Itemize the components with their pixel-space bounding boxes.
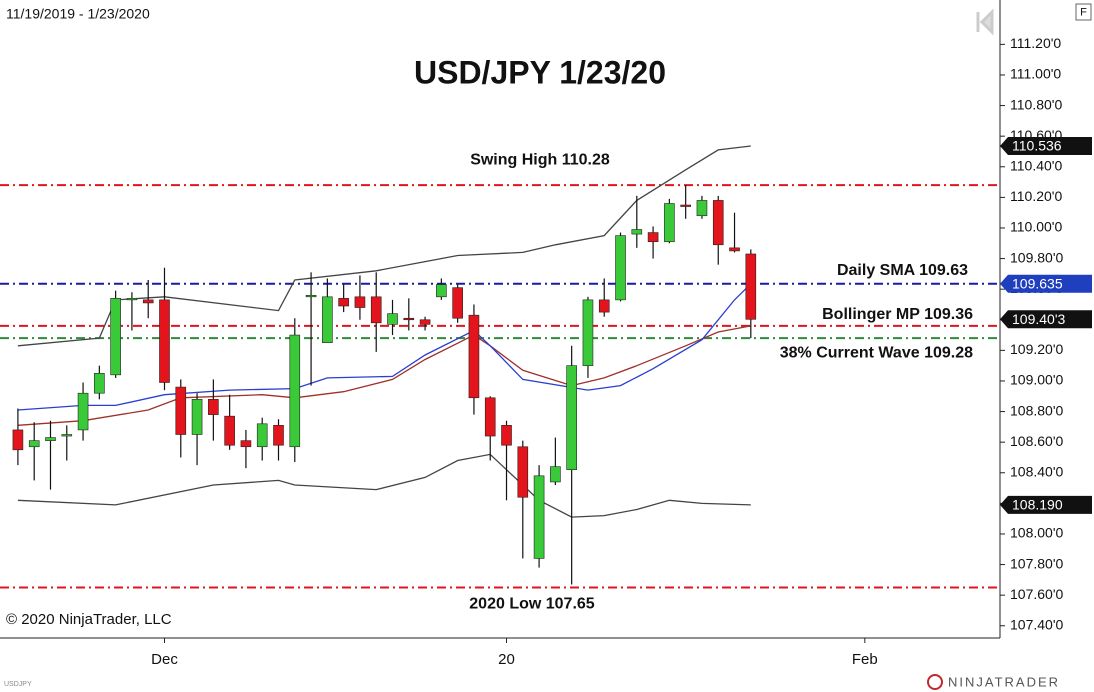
candle-body bbox=[598, 299, 610, 313]
y-tick-label: 107.80'0 bbox=[1010, 555, 1063, 571]
candle-body bbox=[61, 434, 73, 437]
candle-body bbox=[322, 296, 333, 344]
candle-body bbox=[28, 440, 40, 448]
candle-body bbox=[224, 415, 235, 446]
annotation: 2020 Low 107.65 bbox=[469, 596, 595, 613]
candle-body bbox=[745, 253, 757, 320]
candle-body bbox=[452, 287, 463, 319]
scroll-icon[interactable] bbox=[976, 8, 994, 36]
annotation: Daily SMA 109.63 bbox=[837, 262, 968, 279]
candle-body bbox=[729, 247, 740, 252]
candle-body bbox=[647, 232, 659, 243]
candle-body bbox=[208, 399, 219, 415]
candle-body bbox=[240, 440, 252, 448]
price-tag-label: 109.40'3 bbox=[1012, 311, 1065, 327]
candle-body bbox=[387, 313, 398, 325]
candle-body bbox=[566, 365, 577, 471]
price-tag bbox=[1000, 136, 1092, 155]
candle-body bbox=[403, 317, 415, 321]
y-tick-label: 108.60'0 bbox=[1010, 433, 1063, 449]
annotation: Bollinger MP 109.36 bbox=[822, 306, 973, 323]
y-tick-label: 108.80'0 bbox=[1010, 402, 1063, 418]
candle-body bbox=[94, 373, 105, 394]
candle-body bbox=[305, 294, 317, 298]
price-tag bbox=[1000, 274, 1092, 293]
y-tick-label: 111.20'0 bbox=[1010, 35, 1061, 51]
candle-body bbox=[501, 425, 512, 446]
candle-body bbox=[370, 296, 382, 324]
price-tag-label: 110.536 bbox=[1012, 138, 1062, 154]
panel-button-label[interactable]: F bbox=[1080, 6, 1087, 18]
candle-body bbox=[436, 284, 447, 298]
candle-body bbox=[484, 397, 496, 437]
candle-body bbox=[77, 392, 89, 431]
candle-body bbox=[615, 235, 626, 301]
price-tag-label: 109.635 bbox=[1012, 276, 1063, 292]
candle-body bbox=[680, 204, 691, 207]
candle-body bbox=[533, 475, 545, 559]
candle-body bbox=[256, 423, 268, 448]
candle-body bbox=[175, 386, 187, 435]
y-tick-label: 108.00'0 bbox=[1010, 525, 1063, 541]
indicator-line bbox=[17, 325, 751, 426]
annotation: Swing High 110.28 bbox=[470, 151, 610, 168]
y-tick-label: 110.80'0 bbox=[1010, 96, 1062, 112]
logo-icon bbox=[927, 674, 943, 690]
candle-body bbox=[289, 334, 301, 448]
y-tick-label: 110.00'0 bbox=[1010, 219, 1062, 235]
candle-body bbox=[110, 298, 121, 376]
y-tick-label: 111.00'0 bbox=[1010, 66, 1061, 82]
y-tick-label: 110.40'0 bbox=[1010, 157, 1062, 173]
indicator-line bbox=[17, 145, 751, 347]
y-tick-label: 110.20'0 bbox=[1010, 188, 1062, 204]
x-tick-label: Dec bbox=[151, 651, 178, 668]
candle-body bbox=[517, 446, 529, 498]
candle-body bbox=[582, 299, 594, 366]
candle-body bbox=[12, 429, 24, 451]
y-tick-label: 107.40'0 bbox=[1010, 616, 1063, 632]
candle-body bbox=[142, 299, 154, 304]
candle-body bbox=[664, 203, 675, 243]
candle-body bbox=[126, 298, 138, 301]
panel-button[interactable] bbox=[1075, 3, 1092, 21]
candle-body bbox=[419, 319, 431, 325]
candle-body bbox=[45, 437, 56, 441]
y-tick-label: 107.60'0 bbox=[1010, 586, 1063, 602]
logo: NINJATRADER bbox=[948, 674, 1060, 689]
chart-title: USD/JPY 1/23/20 bbox=[414, 54, 666, 90]
x-tick-label: Feb bbox=[852, 651, 878, 668]
price-tag bbox=[1000, 310, 1092, 329]
y-tick-label: 109.80'0 bbox=[1010, 249, 1063, 265]
y-tick-label: 109.00'0 bbox=[1010, 372, 1063, 388]
candle-body bbox=[712, 200, 724, 246]
indicator-line bbox=[17, 283, 752, 411]
candle-body bbox=[468, 314, 480, 399]
annotation: 38% Current Wave 109.28 bbox=[780, 344, 973, 361]
candle-body bbox=[631, 229, 643, 235]
candle-body bbox=[550, 466, 561, 483]
price-tag bbox=[1000, 495, 1092, 514]
candle-body bbox=[273, 425, 284, 446]
symbol: USDJPY bbox=[4, 681, 32, 688]
y-tick-label: 109.20'0 bbox=[1010, 341, 1063, 357]
date-range: 11/19/2019 - 1/23/2020 bbox=[6, 6, 150, 22]
candle-body bbox=[696, 200, 708, 217]
candle-body bbox=[338, 298, 349, 307]
candle-body bbox=[159, 299, 170, 383]
price-tag-label: 108.190 bbox=[1012, 497, 1063, 513]
y-tick-label: 108.40'0 bbox=[1010, 463, 1063, 479]
candle-body bbox=[191, 399, 203, 435]
candle-body bbox=[354, 296, 366, 308]
x-tick-label: 20 bbox=[498, 651, 515, 668]
copyright: © 2020 NinjaTrader, LLC bbox=[6, 611, 172, 628]
